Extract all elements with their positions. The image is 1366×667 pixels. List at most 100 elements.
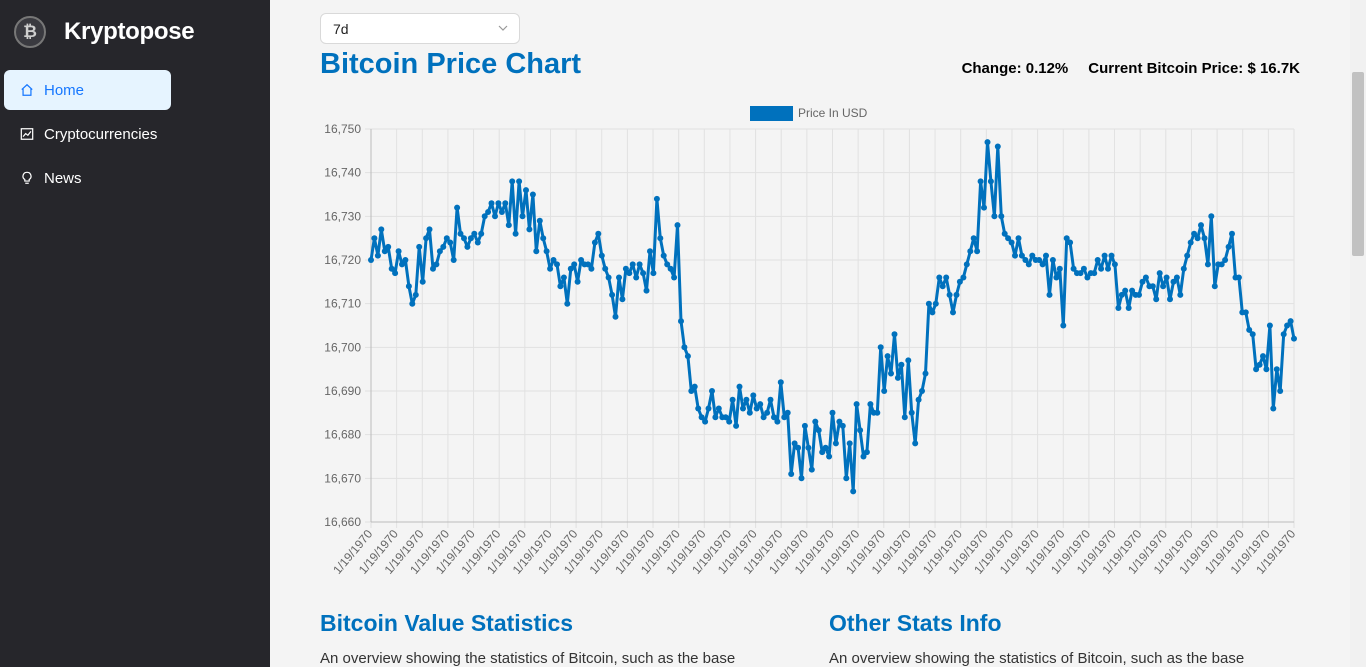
data-point[interactable] — [684, 353, 691, 360]
data-point[interactable] — [650, 270, 657, 277]
data-point[interactable] — [1015, 235, 1022, 242]
data-point[interactable] — [1136, 291, 1142, 298]
data-point[interactable] — [1211, 283, 1218, 290]
data-point[interactable] — [1012, 252, 1018, 259]
data-point[interactable] — [691, 383, 698, 390]
data-point[interactable] — [385, 243, 392, 250]
data-point[interactable] — [715, 405, 722, 412]
data-point[interactable] — [808, 466, 815, 473]
data-point[interactable] — [1108, 252, 1115, 259]
data-point[interactable] — [894, 374, 901, 381]
data-point[interactable] — [867, 401, 874, 408]
data-point[interactable] — [863, 449, 870, 456]
data-point[interactable] — [819, 449, 826, 456]
data-point[interactable] — [960, 274, 967, 281]
data-point[interactable] — [602, 265, 609, 272]
data-point[interactable] — [567, 265, 574, 272]
data-point[interactable] — [1167, 296, 1173, 303]
data-point[interactable] — [984, 139, 991, 146]
data-point[interactable] — [712, 414, 719, 421]
data-point[interactable] — [1160, 283, 1167, 290]
data-point[interactable] — [547, 265, 554, 272]
data-point[interactable] — [1246, 326, 1253, 333]
data-point[interactable] — [1005, 235, 1012, 242]
data-point[interactable] — [667, 265, 674, 272]
data-point[interactable] — [981, 204, 987, 211]
period-select[interactable]: 7d — [320, 13, 520, 44]
data-point[interactable] — [633, 274, 640, 281]
data-point[interactable] — [722, 414, 729, 421]
data-point[interactable] — [1225, 243, 1232, 250]
data-point[interactable] — [729, 396, 736, 403]
data-point[interactable] — [1043, 252, 1049, 259]
data-point[interactable] — [664, 261, 671, 268]
data-point[interactable] — [557, 283, 564, 290]
data-point[interactable] — [412, 291, 419, 298]
data-point[interactable] — [619, 296, 626, 303]
data-point[interactable] — [1139, 278, 1146, 285]
data-point[interactable] — [1049, 257, 1056, 263]
data-point[interactable] — [588, 265, 595, 272]
data-point[interactable] — [1036, 257, 1043, 263]
data-point[interactable] — [853, 401, 860, 408]
data-point[interactable] — [726, 418, 733, 425]
data-point[interactable] — [963, 261, 970, 268]
data-point[interactable] — [709, 388, 715, 394]
data-point[interactable] — [1280, 331, 1287, 338]
data-point[interactable] — [757, 401, 764, 408]
data-point[interactable] — [1201, 235, 1208, 242]
data-point[interactable] — [987, 178, 994, 185]
data-point[interactable] — [578, 257, 585, 263]
data-point[interactable] — [881, 388, 888, 394]
data-point[interactable] — [815, 427, 822, 434]
data-point[interactable] — [750, 392, 757, 399]
data-point[interactable] — [974, 248, 981, 255]
data-point[interactable] — [550, 257, 557, 263]
data-point[interactable] — [1115, 305, 1122, 311]
sidebar-item-home[interactable]: Home — [4, 70, 171, 110]
data-point[interactable] — [1204, 261, 1211, 268]
data-point[interactable] — [956, 278, 963, 285]
data-point[interactable] — [839, 422, 846, 429]
data-point[interactable] — [764, 409, 771, 416]
data-point[interactable] — [829, 409, 836, 416]
data-point[interactable] — [1018, 252, 1025, 259]
data-point[interactable] — [605, 274, 612, 281]
data-point[interactable] — [653, 195, 660, 202]
data-point[interactable] — [1222, 257, 1229, 263]
data-point[interactable] — [884, 353, 891, 360]
data-point[interactable] — [1173, 274, 1180, 281]
data-point[interactable] — [450, 257, 457, 263]
data-point[interactable] — [1084, 274, 1091, 281]
data-point[interactable] — [1080, 265, 1087, 272]
data-point[interactable] — [1025, 261, 1032, 268]
data-point[interactable] — [781, 414, 788, 421]
data-point[interactable] — [381, 248, 388, 255]
data-point[interactable] — [495, 200, 502, 207]
data-point[interactable] — [805, 444, 812, 451]
data-point[interactable] — [374, 252, 381, 259]
data-point[interactable] — [1111, 261, 1118, 268]
data-point[interactable] — [505, 222, 512, 229]
data-point[interactable] — [1056, 265, 1063, 272]
data-point[interactable] — [399, 261, 405, 268]
data-point[interactable] — [1105, 265, 1111, 272]
data-point[interactable] — [467, 235, 474, 242]
data-point[interactable] — [1029, 252, 1036, 259]
data-point[interactable] — [1125, 305, 1132, 311]
data-point[interactable] — [1142, 274, 1149, 281]
data-point[interactable] — [788, 471, 795, 477]
data-point[interactable] — [1091, 270, 1098, 277]
data-point[interactable] — [736, 383, 743, 390]
data-point[interactable] — [657, 235, 664, 242]
data-point[interactable] — [485, 209, 492, 215]
data-point[interactable] — [681, 344, 688, 351]
data-point[interactable] — [595, 230, 602, 237]
data-point[interactable] — [843, 475, 850, 482]
data-point[interactable] — [1094, 257, 1101, 263]
data-point[interactable] — [950, 309, 956, 316]
data-point[interactable] — [943, 274, 950, 281]
data-point[interactable] — [836, 418, 843, 425]
data-point[interactable] — [1187, 239, 1194, 246]
data-point[interactable] — [571, 261, 578, 268]
